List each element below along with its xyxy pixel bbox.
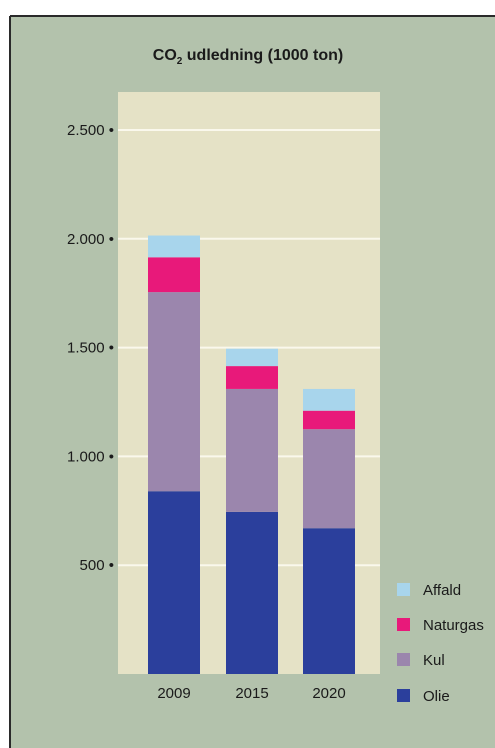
x-tick-label: 2015 bbox=[235, 685, 268, 702]
x-tick-label: 2009 bbox=[157, 685, 190, 702]
legend-label-kul: Kul bbox=[423, 652, 445, 669]
legend: Affald Naturgas Kul Olie bbox=[397, 582, 484, 705]
y-tick-label: 500 • bbox=[80, 557, 114, 574]
bar-segment-olie-2020 bbox=[303, 528, 355, 674]
bar-segment-naturgas-2020 bbox=[303, 410, 355, 430]
bars bbox=[148, 235, 355, 674]
bar-segment-olie-2009 bbox=[148, 491, 200, 674]
legend-swatch-naturgas bbox=[397, 618, 410, 631]
bar-segment-affald-2009 bbox=[148, 235, 200, 258]
legend-label-olie: Olie bbox=[423, 688, 450, 705]
y-tick-label: 2.500 • bbox=[67, 122, 114, 139]
legend-swatch-affald bbox=[397, 583, 410, 596]
bar-segment-kul-2009 bbox=[148, 292, 200, 492]
bar-segment-affald-2020 bbox=[303, 388, 355, 411]
y-tick-label: 1.500 • bbox=[67, 340, 114, 357]
bar-segment-kul-2015 bbox=[226, 388, 278, 512]
bar-segment-affald-2015 bbox=[226, 348, 278, 367]
legend-label-naturgas: Naturgas bbox=[423, 617, 484, 634]
x-tick-label: 2020 bbox=[312, 685, 345, 702]
x-axis-tick-labels: 2009 2015 2020 bbox=[157, 685, 345, 702]
legend-swatch-olie bbox=[397, 689, 410, 702]
x-axis-band bbox=[118, 674, 380, 738]
chart-title-main: CO bbox=[153, 47, 177, 64]
bar-segment-olie-2015 bbox=[226, 511, 278, 674]
y-tick-label: 2.000 • bbox=[67, 231, 114, 248]
legend-swatch-kul bbox=[397, 653, 410, 666]
legend-label-affald: Affald bbox=[423, 582, 461, 599]
title-band bbox=[10, 16, 495, 92]
chart-title-rest: udledning (1000 ton) bbox=[182, 47, 343, 64]
bar-segment-naturgas-2009 bbox=[148, 257, 200, 293]
y-axis-tick-labels: 500 • 1.000 • 1.500 • 2.000 • 2.500 • bbox=[67, 122, 114, 574]
chart-title-subscript: 2 bbox=[177, 56, 183, 67]
bar-segment-kul-2020 bbox=[303, 429, 355, 529]
chart-title: CO2 udledning (1000 ton) bbox=[153, 47, 343, 67]
y-tick-label: 1.000 • bbox=[67, 448, 114, 465]
bar-segment-naturgas-2015 bbox=[226, 366, 278, 389]
